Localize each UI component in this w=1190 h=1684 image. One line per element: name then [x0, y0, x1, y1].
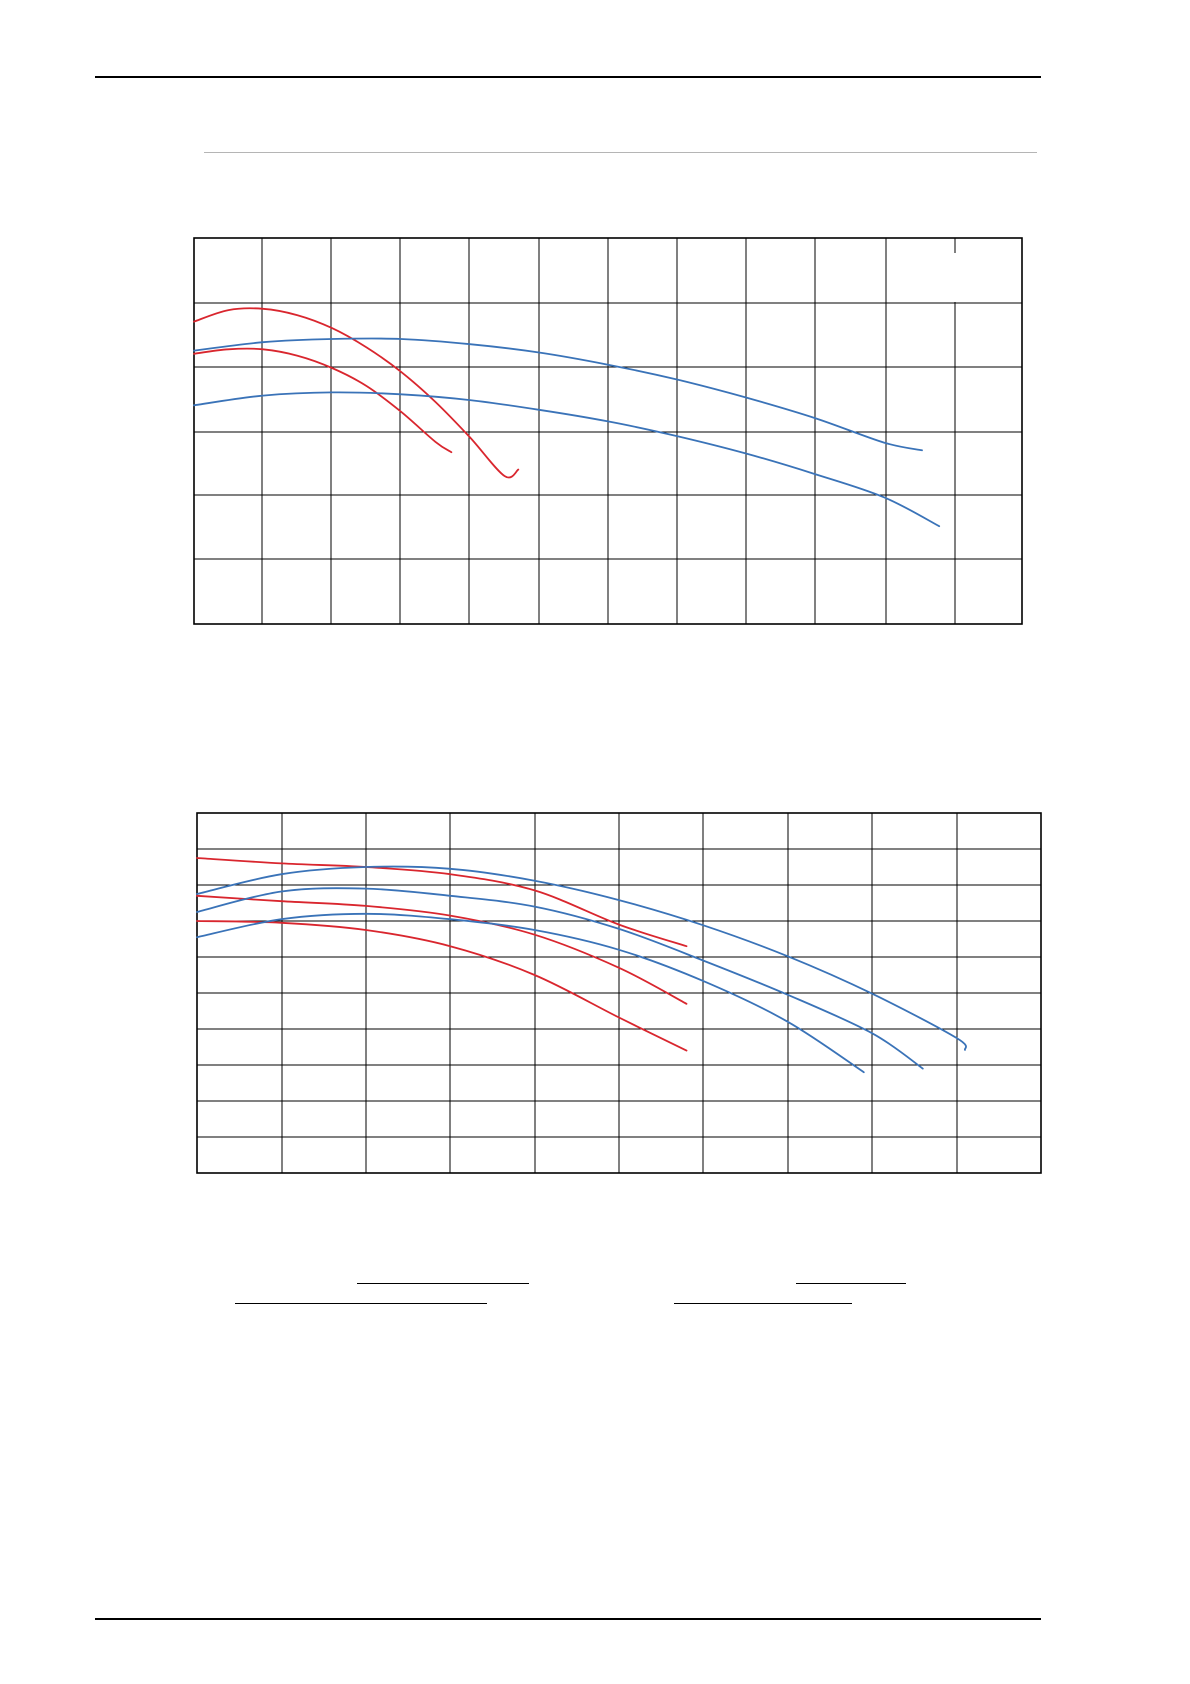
chart2-series-2-red-line [196, 894, 688, 1005]
signature-line-2 [235, 1303, 487, 1304]
chart2-series-5-blue-line [196, 887, 924, 1070]
footer-rule [95, 1618, 1041, 1620]
chart2-series-3-red-line [196, 920, 688, 1052]
chart1-series-2-red-line [193, 347, 453, 454]
chart1-frame [193, 237, 1023, 625]
signature-line-3 [796, 1283, 906, 1284]
signature-line-4 [674, 1303, 852, 1304]
section-divider [204, 152, 1037, 153]
chart2-frame [196, 812, 1042, 1174]
chart2-series-1-red-line [196, 857, 688, 948]
header-rule [95, 76, 1041, 78]
chart1-series-1-red-line [193, 307, 520, 479]
chart1-series-4-blue-line [193, 391, 941, 528]
signature-line-1 [357, 1283, 529, 1284]
chart2-series-4-blue-line [196, 865, 967, 1051]
chart2-series-6-blue-line [196, 912, 865, 1074]
chart1-series-3-blue-line [193, 337, 923, 452]
